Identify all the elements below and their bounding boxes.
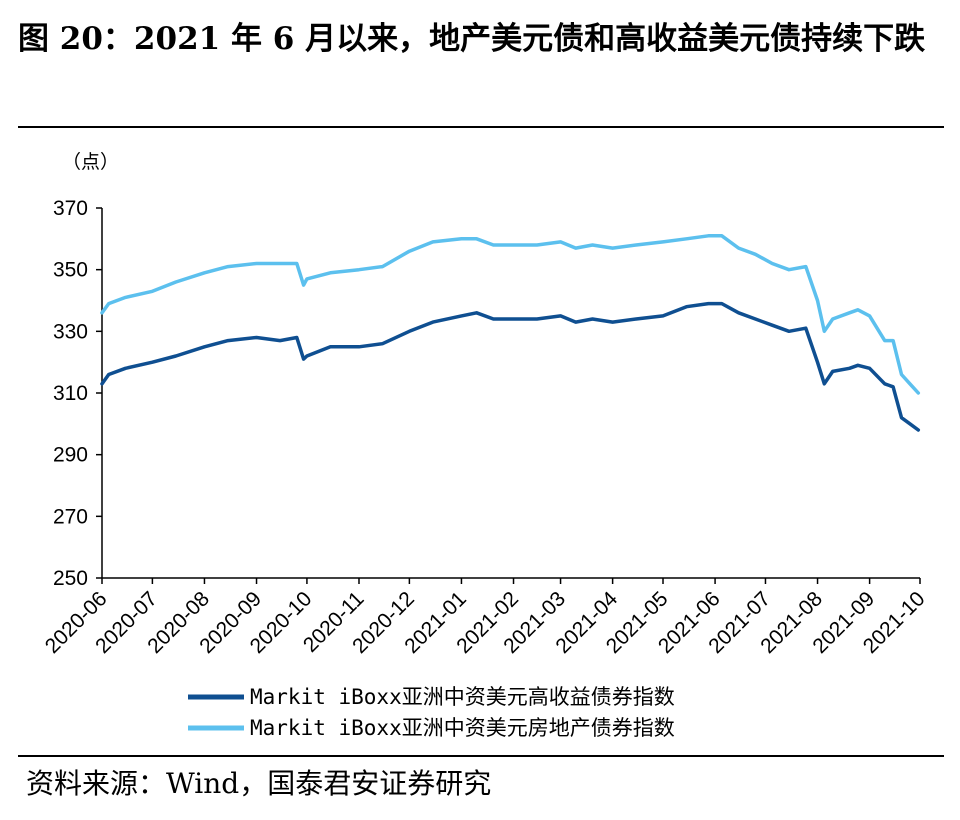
y-tick-label: 350 [53, 259, 88, 282]
series-line-2 [100, 234, 921, 395]
title-rule [18, 126, 944, 128]
series-lines [100, 234, 921, 432]
y-tick-label: 270 [53, 505, 88, 528]
source-note: 资料来源：Wind，国泰君安证券研究 [26, 767, 492, 800]
y-tick-label: 330 [53, 320, 88, 343]
line-chart: （点） 250 270 290 310 330 350 370 2020-062020-07… [41, 151, 930, 740]
y-tick-label: 290 [53, 444, 88, 467]
y-axis: 250 270 290 310 330 350 370 [53, 197, 103, 590]
legend-label-1: Markit iBoxx亚洲中资美元高收益债券指数 [250, 685, 675, 709]
legend-label-2: Markit iBoxx亚洲中资美元房地产债券指数 [250, 716, 675, 740]
y-axis-unit-label: （点） [62, 151, 119, 173]
y-tick-label: 370 [53, 197, 88, 220]
legend: Markit iBoxx亚洲中资美元高收益债券指数 Markit iBoxx亚洲中… [188, 685, 675, 740]
y-tick-label: 250 [53, 567, 88, 590]
figure-title: 图 20：2021 年 6 月以来，地产美元债和高收益美元债持续下跌 [18, 21, 926, 57]
x-axis: 2020-062020-072020-082020-092020-102020-… [41, 577, 930, 658]
series-line-1 [100, 301, 921, 432]
source-rule [18, 755, 944, 757]
y-tick-label: 310 [53, 382, 88, 405]
